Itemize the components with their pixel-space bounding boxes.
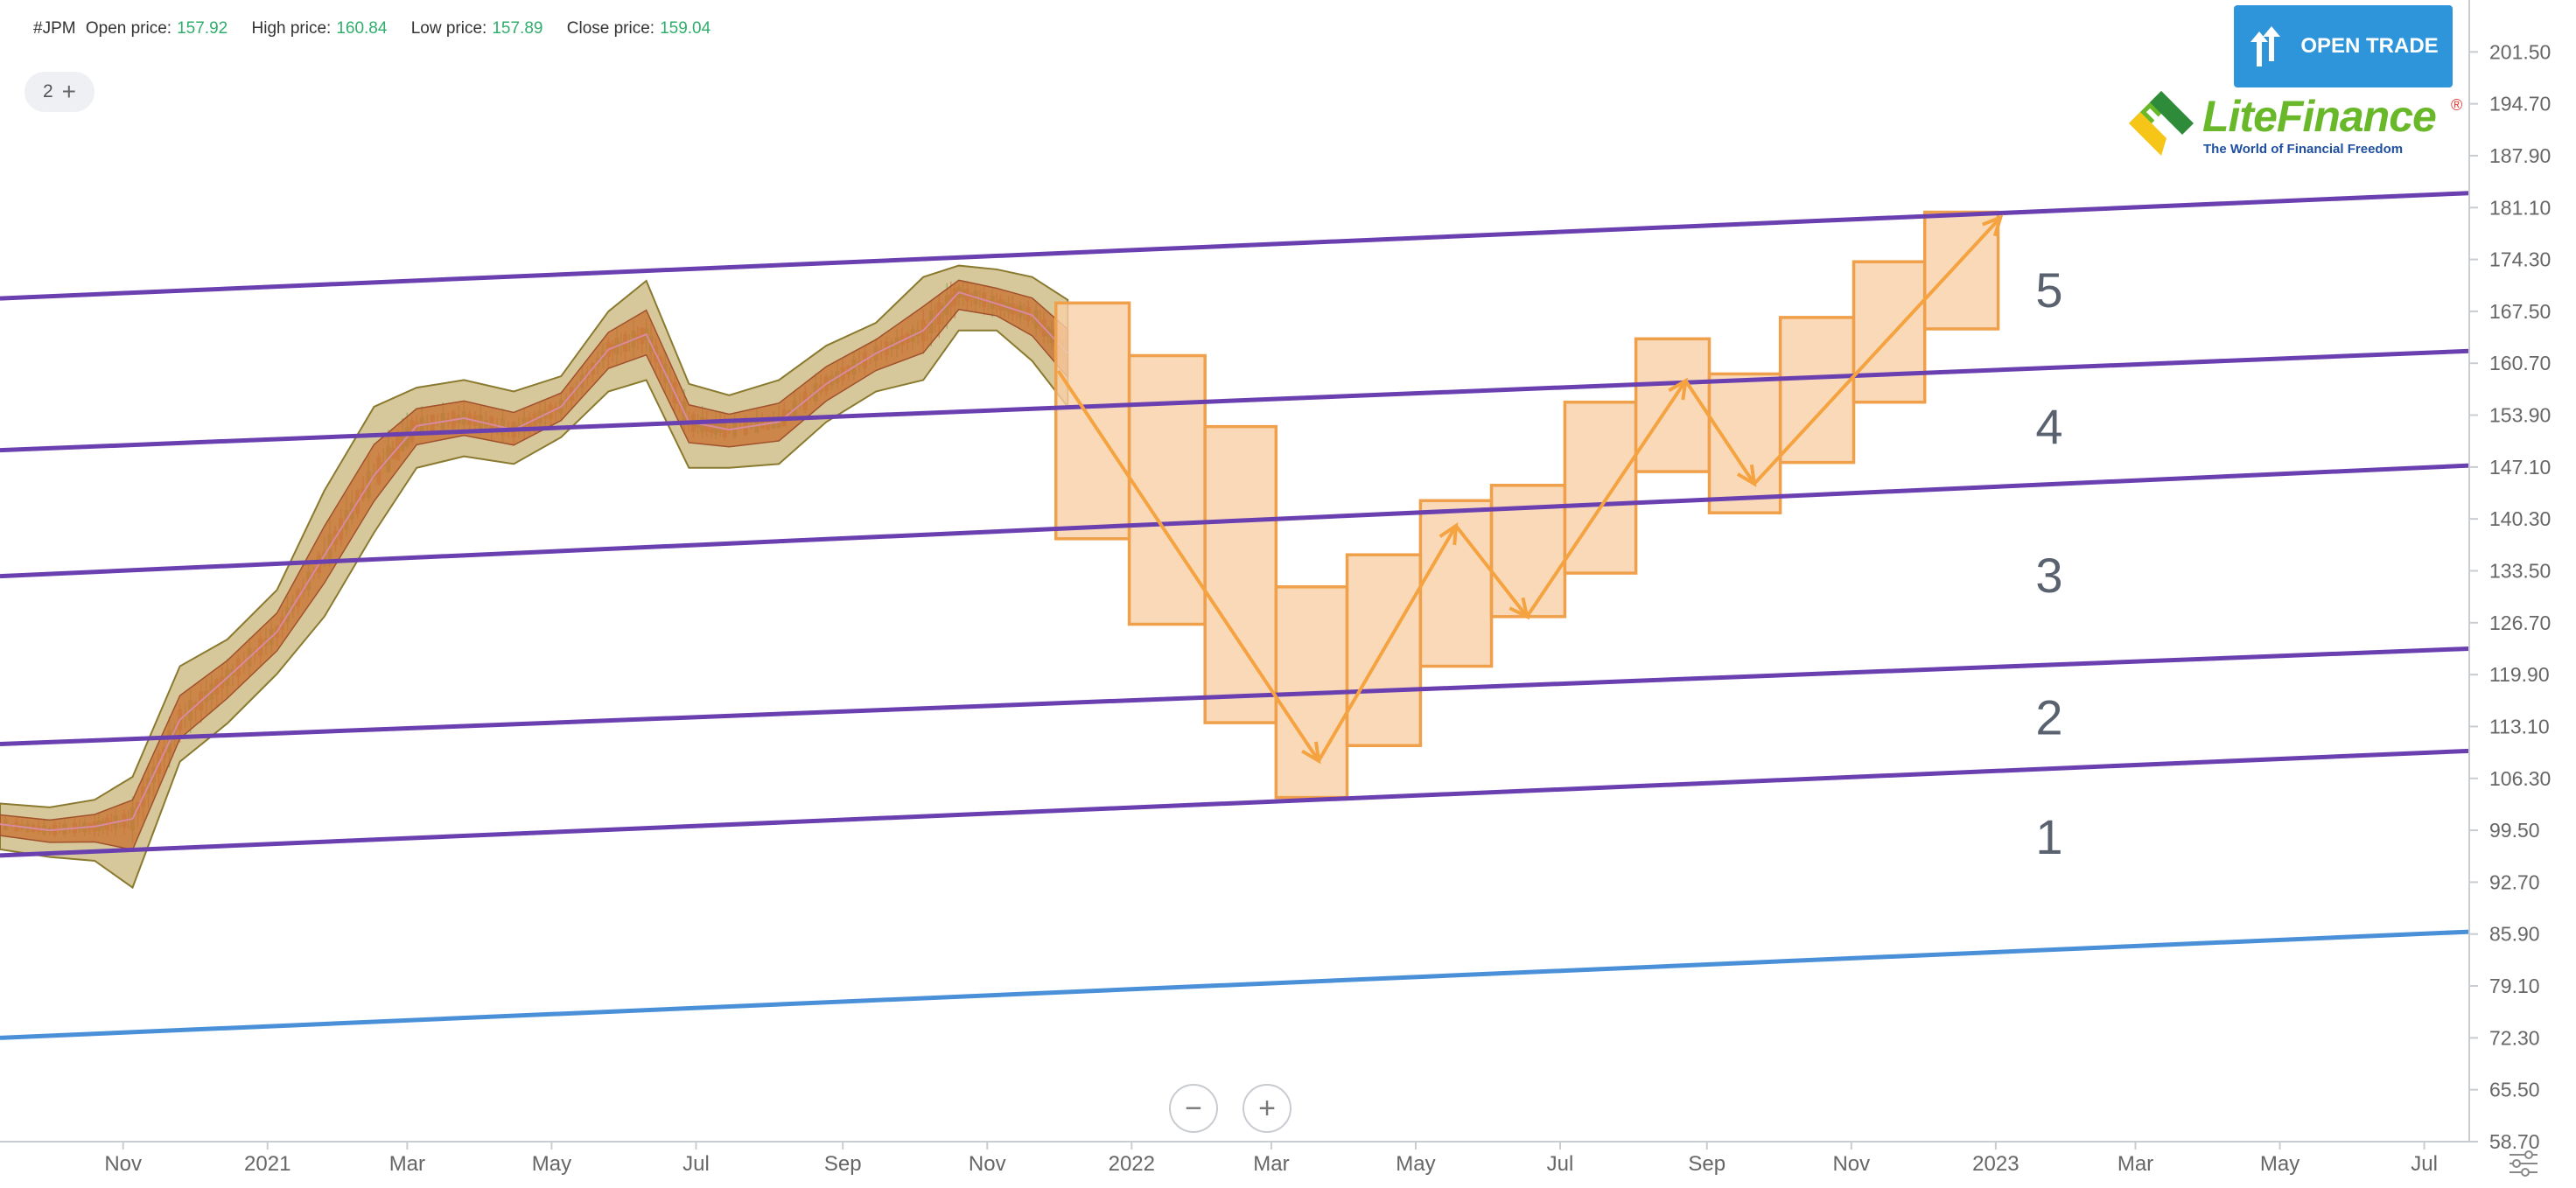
x-tick-label: Sep: [1688, 1152, 1726, 1176]
forecast-segment-6: [1753, 216, 2002, 486]
symbol-label: #JPM: [33, 19, 76, 38]
channel-line-2: [0, 348, 2470, 453]
y-tick-label: 167.50: [2489, 300, 2551, 323]
y-tick-label: 181.10: [2489, 196, 2551, 219]
x-tick-label: Mar: [2118, 1152, 2153, 1176]
x-tick-label: 2023: [1972, 1152, 2019, 1176]
y-tick-label: 85.90: [2489, 923, 2540, 946]
y-tick-label: 160.70: [2489, 352, 2551, 374]
layers-toggle[interactable]: 2 +: [24, 72, 94, 112]
x-tick-label: May: [532, 1152, 571, 1176]
forecast-box-10: [1707, 372, 1782, 514]
high-price-label: High price:: [251, 19, 332, 38]
x-tick-label: Jul: [682, 1152, 710, 1176]
x-tick-label: May: [1396, 1152, 1435, 1176]
forecast-segment-4: [1525, 380, 1688, 618]
open-price-label: Open price:: [85, 19, 172, 38]
y-tick-label: 65.50: [2489, 1079, 2540, 1101]
channel-line-4: [0, 646, 2470, 747]
add-layer-icon[interactable]: +: [61, 78, 77, 105]
forecast-arrowhead-6: [1982, 214, 2004, 237]
y-tick-label: 119.90: [2489, 663, 2550, 686]
forecast-box-9: [1634, 337, 1712, 473]
x-axis-ticks: Nov 2021 Mar May Jul Sep Nov 2022 Mar May Jul Sep No…: [104, 1142, 2438, 1176]
forecast-segment-5: [1684, 380, 1756, 486]
open-trade-label: OPEN TRADE: [2300, 34, 2439, 58]
channel-line-5: [0, 748, 2470, 858]
forecast-segment-2: [1317, 525, 1458, 762]
channel-lines-layer: [0, 191, 2470, 1040]
x-tick-label: Nov: [1832, 1152, 1870, 1176]
x-tick-label: Jul: [1547, 1152, 1574, 1176]
base-trend-line: [0, 929, 2470, 1040]
zone-label-1: 1: [2035, 809, 2062, 864]
zone-label-5: 5: [2035, 262, 2062, 318]
y-tick-label: 106.30: [2489, 767, 2551, 790]
y-tick-label: 187.90: [2489, 144, 2551, 167]
x-tick-label: 2022: [1109, 1152, 1155, 1176]
forecast-box-3: [1203, 424, 1278, 724]
settings-sliders-icon[interactable]: [2504, 1144, 2543, 1183]
zone-labels-layer: 5 4 3 2 1: [2035, 262, 2062, 864]
channel-line-3: [0, 463, 2470, 579]
open-price-value: 157.92: [177, 19, 228, 38]
y-tick-label: 147.10: [2489, 456, 2551, 479]
forecast-segment-3: [1454, 524, 1529, 618]
low-price-value: 157.89: [492, 19, 543, 38]
logo-tagline: The World of Financial Freedom: [2203, 142, 2404, 157]
updown-arrows-icon: [2250, 26, 2281, 66]
forecast-box-2: [1127, 353, 1207, 626]
low-price-label: Low price:: [410, 19, 487, 38]
y-tick-label: 58.70: [2489, 1130, 2540, 1153]
y-axis-ticks: 201.50 194.70 187.90 181.10 174.30 167.50 160.…: [2469, 40, 2551, 1153]
y-tick-label: 79.10: [2489, 975, 2540, 997]
close-price-label: Close price:: [566, 19, 655, 38]
forecast-segment-1: [1056, 369, 1320, 762]
y-tick-label: 194.70: [2489, 93, 2551, 115]
high-price-value: 160.84: [336, 19, 388, 38]
logo-name: LiteFinance: [2202, 92, 2437, 141]
logo-mark-icon: [2129, 91, 2194, 156]
y-tick-label: 140.30: [2489, 507, 2551, 530]
y-tick-label: 153.90: [2489, 404, 2551, 427]
open-trade-button[interactable]: OPEN TRADE: [2234, 5, 2453, 87]
price-band-midline: [0, 290, 1068, 832]
logo-registered: ®: [2451, 96, 2463, 114]
zone-label-2: 2: [2035, 689, 2062, 744]
channel-line-1: [0, 191, 2470, 301]
forecast-path-layer: [1056, 214, 2004, 765]
litefinance-logo: LiteFinance ® The World of Financial Fre…: [2122, 84, 2463, 163]
y-tick-label: 113.10: [2489, 715, 2550, 737]
y-tick-label: 174.30: [2489, 248, 2551, 271]
y-tick-label: 126.70: [2489, 611, 2551, 634]
zone-label-4: 4: [2035, 399, 2062, 454]
zone-label-3: 3: [2035, 548, 2062, 603]
y-tick-label: 99.50: [2489, 819, 2540, 842]
x-tick-label: Mar: [389, 1152, 425, 1176]
x-tick-label: 2021: [244, 1152, 290, 1176]
layers-count: 2: [42, 81, 53, 101]
x-tick-label: May: [2260, 1152, 2300, 1176]
zoom-in-button[interactable]: +: [1242, 1084, 1292, 1133]
y-tick-label: 72.30: [2489, 1026, 2540, 1049]
price-info-bar: #JPM Open price: 157.92 High price: 160.84…: [33, 19, 730, 38]
x-tick-label: Sep: [824, 1152, 862, 1176]
zoom-out-button[interactable]: −: [1169, 1084, 1218, 1133]
x-tick-label: Jul: [2411, 1152, 2438, 1176]
close-price-value: 159.04: [660, 19, 711, 38]
x-tick-label: Nov: [969, 1152, 1006, 1176]
forecast-box-12: [1852, 260, 1927, 404]
y-tick-label: 92.70: [2489, 870, 2540, 893]
x-tick-label: Mar: [1253, 1152, 1289, 1176]
y-tick-label: 133.50: [2489, 560, 2551, 583]
x-tick-label: Nov: [104, 1152, 142, 1176]
y-tick-label: 201.50: [2489, 40, 2551, 63]
